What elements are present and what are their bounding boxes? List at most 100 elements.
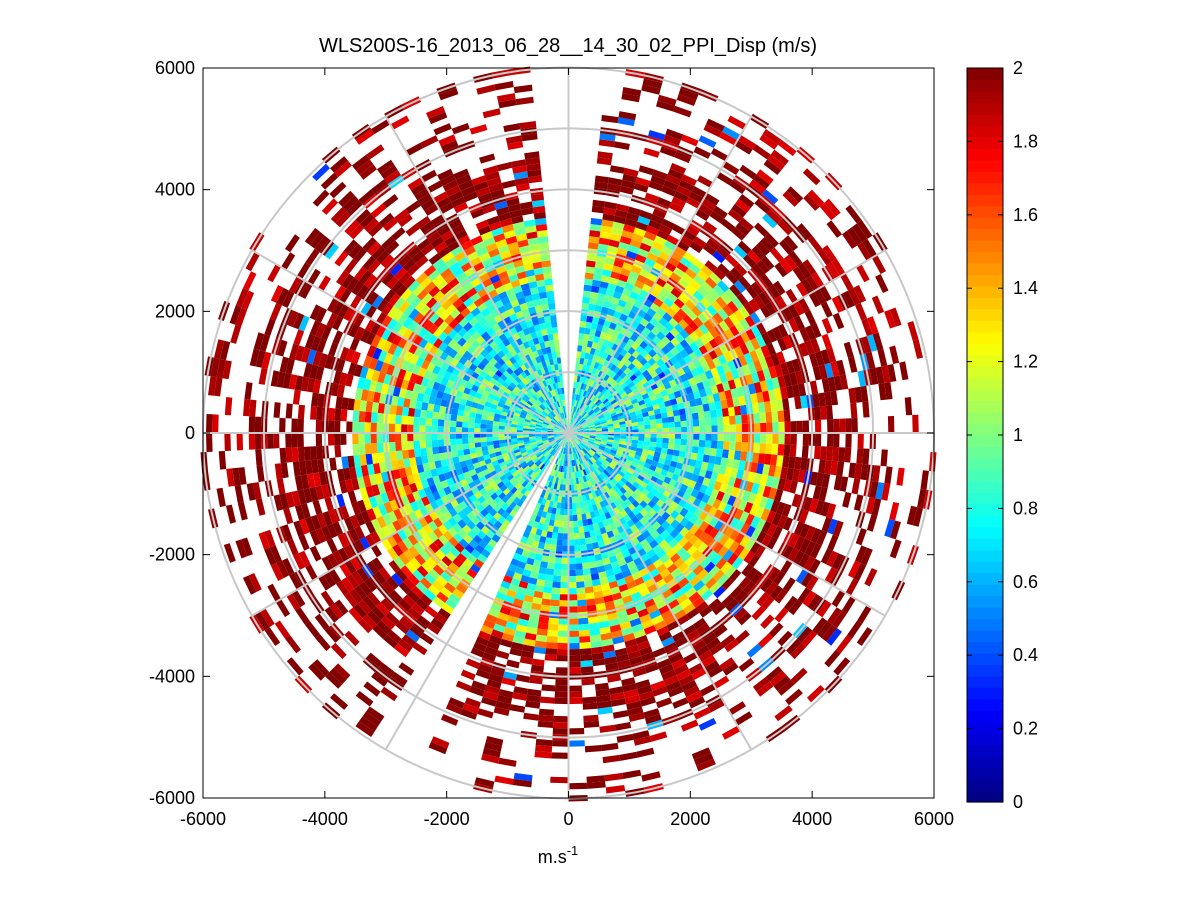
polar-cell [484, 512, 494, 522]
polar-cell [599, 357, 606, 366]
polar-cell [846, 620, 863, 639]
polar-cell [480, 625, 494, 635]
polar-cell [416, 565, 429, 578]
polar-cell [540, 254, 551, 262]
polar-cell [488, 673, 504, 684]
polar-cell [731, 227, 746, 241]
polar-cell [371, 672, 388, 687]
polar-cell [527, 519, 535, 527]
polar-cell [341, 397, 349, 410]
polar-cell [740, 331, 751, 344]
polar-cell [493, 623, 506, 633]
polar-cell [687, 310, 698, 321]
polar-cell [530, 664, 544, 673]
polar-cell [692, 290, 705, 302]
polar-cell [565, 454, 568, 461]
polar-cell [453, 532, 463, 543]
polar-cell [536, 422, 543, 426]
polar-cell [596, 384, 603, 392]
polar-cell [512, 361, 521, 370]
polar-cell [599, 394, 606, 401]
polar-cell [675, 513, 685, 524]
polar-cell [696, 758, 716, 772]
polar-cell [594, 421, 601, 425]
polar-cell [750, 281, 764, 296]
polar-cell [659, 553, 671, 564]
polar-cell [624, 351, 632, 360]
polar-cell [408, 308, 420, 321]
polar-cell [831, 589, 846, 608]
polar-cell [618, 583, 629, 593]
polar-cell [550, 345, 556, 353]
polar-cell [365, 401, 373, 413]
polar-cell [681, 680, 698, 692]
polar-cell [535, 738, 553, 747]
polar-cell [430, 236, 445, 249]
polar-cell [666, 234, 680, 246]
polar-cell [486, 268, 498, 279]
polar-cell [486, 433, 493, 438]
polar-cell [506, 267, 517, 277]
polar-cell [407, 573, 420, 586]
polar-cell [582, 448, 588, 454]
polar-cell [530, 365, 537, 373]
polar-cell [355, 208, 371, 225]
polar-cell [582, 696, 597, 704]
polar-cell [484, 385, 492, 393]
polar-cell [414, 408, 422, 418]
polar-cell [677, 402, 685, 410]
polar-cell [643, 312, 653, 323]
polar-cell [457, 337, 467, 347]
polar-cell [309, 545, 322, 562]
polar-cell [501, 495, 510, 504]
polar-cell [532, 205, 546, 214]
polar-cell [340, 409, 348, 422]
polar-cell [315, 528, 327, 544]
polar-cell [484, 741, 502, 752]
polar-cell [417, 527, 428, 539]
polar-cell [414, 187, 430, 201]
polar-cell [572, 406, 576, 413]
polar-cell [568, 618, 579, 625]
polar-cell [486, 640, 500, 651]
polar-cell [373, 463, 381, 475]
polar-cell [474, 544, 485, 554]
polar-cell [619, 544, 628, 553]
polar-cell [601, 388, 608, 395]
polar-cell [311, 392, 319, 407]
polar-cell [603, 412, 611, 417]
polar-cell [548, 556, 556, 564]
polar-cell [455, 390, 464, 399]
polar-cell [347, 455, 355, 468]
polar-cell [532, 386, 539, 393]
polar-cell [612, 417, 619, 422]
polar-cell [804, 340, 815, 355]
polar-cell [428, 111, 448, 125]
polar-cell [348, 466, 357, 480]
polar-cell [537, 444, 545, 449]
polar-cell [627, 244, 640, 254]
polar-cell [795, 370, 804, 385]
polar-cell [562, 418, 566, 425]
polar-cell [229, 305, 242, 325]
polar-cell [420, 198, 436, 211]
polar-cell [480, 231, 494, 241]
polar-cell [514, 324, 523, 333]
polar-cell [548, 447, 554, 453]
polar-cell [493, 464, 501, 471]
polar-cell [589, 402, 595, 409]
polar-cell [821, 333, 833, 350]
polar-cell [421, 402, 429, 411]
polar-cell [616, 504, 624, 513]
polar-cell [517, 618, 529, 627]
polar-cell [525, 447, 533, 452]
polar-cell [438, 473, 447, 483]
polar-cell [573, 440, 579, 446]
polar-cell [610, 271, 621, 280]
polar-cell [448, 373, 458, 383]
polar-cell [548, 358, 554, 366]
polar-cell [470, 647, 485, 658]
polar-cell [723, 316, 735, 329]
polar-cell [591, 396, 598, 403]
polar-cell [259, 608, 275, 628]
